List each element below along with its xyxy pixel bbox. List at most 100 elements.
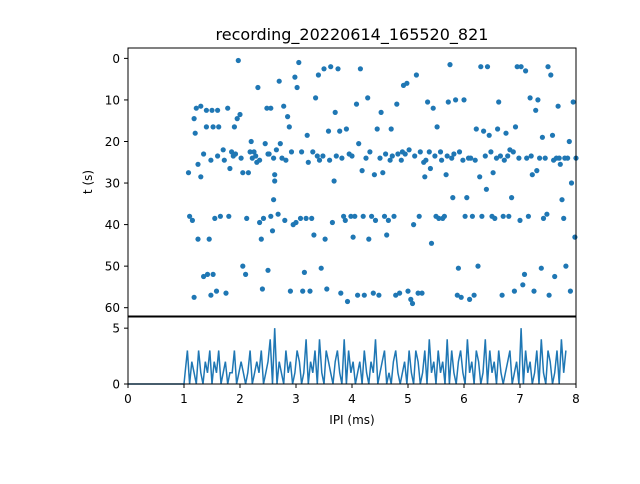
raster-point <box>531 288 537 294</box>
raster-point <box>376 292 382 298</box>
raster-point <box>428 240 435 246</box>
raster-point <box>187 213 193 219</box>
raster-point <box>324 286 330 292</box>
raster-point <box>203 124 209 130</box>
raster-point <box>339 155 345 161</box>
raster-point <box>455 265 461 271</box>
raster-point <box>430 105 436 111</box>
raster-point <box>505 153 511 159</box>
raster-point <box>195 161 201 167</box>
raster-point <box>383 151 389 157</box>
raster-point <box>456 149 463 155</box>
raster-point <box>426 149 432 155</box>
x-tick-label: 5 <box>404 392 412 406</box>
raster-point <box>423 157 429 163</box>
raster-point <box>248 138 254 145</box>
raster-point <box>208 292 214 298</box>
raster-point <box>549 132 556 138</box>
raster-point <box>394 101 400 107</box>
raster-point <box>566 138 572 145</box>
raster-point <box>570 99 576 105</box>
raster-point <box>234 116 240 122</box>
raster-point <box>525 213 532 219</box>
raster-point <box>439 157 445 163</box>
raster-point <box>462 213 468 219</box>
raster-point <box>417 149 423 155</box>
raster-point <box>279 155 285 161</box>
raster-point <box>413 72 419 78</box>
raster-point <box>268 213 274 219</box>
raster-point <box>380 170 386 176</box>
raster-point <box>226 213 232 219</box>
raster-point <box>481 128 487 134</box>
raster-point <box>322 236 328 242</box>
raster-point <box>402 151 408 157</box>
raster-point <box>378 109 384 115</box>
raster-point <box>232 151 239 157</box>
raster-point <box>393 292 399 298</box>
raster-point <box>208 157 214 163</box>
raster-point <box>343 126 349 132</box>
raster-point <box>482 153 488 159</box>
raster-point <box>434 124 440 130</box>
raster-y-tick-label: 40 <box>105 218 120 232</box>
raster-point <box>251 149 257 155</box>
raster-point <box>268 105 274 111</box>
raster-point <box>408 296 414 302</box>
raster-point <box>518 64 524 70</box>
raster-point <box>524 155 530 161</box>
raster-point <box>333 153 339 159</box>
raster-point <box>328 64 334 70</box>
raster-point <box>342 217 348 223</box>
raster-point <box>495 126 501 132</box>
raster-point <box>473 126 479 132</box>
raster-point <box>204 271 211 277</box>
raster-point <box>244 215 250 221</box>
raster-point <box>185 170 192 176</box>
raster-point <box>283 157 289 163</box>
raster-point <box>471 292 477 298</box>
raster-point <box>262 141 268 147</box>
raster-point <box>201 151 207 157</box>
raster-point <box>523 68 529 74</box>
raster-point <box>220 147 226 153</box>
raster-point <box>422 174 428 180</box>
raster-point <box>509 195 515 201</box>
raster-point <box>534 168 540 174</box>
raster-point <box>349 153 355 159</box>
raster-point <box>273 147 279 153</box>
raster-point <box>432 153 438 159</box>
raster-point <box>500 213 506 219</box>
raster-point <box>467 296 473 302</box>
x-tick-label: 8 <box>572 392 580 406</box>
raster-point <box>557 161 563 167</box>
raster-point <box>314 153 320 159</box>
raster-point <box>477 174 483 180</box>
raster-point <box>287 288 293 294</box>
raster-point <box>238 155 244 161</box>
raster-point <box>361 292 367 298</box>
raster-point <box>356 141 362 147</box>
raster-point <box>478 64 484 70</box>
raster-y-tick-label: 50 <box>105 260 120 274</box>
raster-point <box>552 273 558 280</box>
raster-point <box>363 155 369 161</box>
raster-point <box>338 290 344 296</box>
raster-point <box>344 298 351 305</box>
raster-point <box>288 149 295 155</box>
raster-point <box>237 111 243 118</box>
ipi-y-tick-label: 5 <box>112 322 120 336</box>
raster-point <box>193 105 199 111</box>
chart-title: recording_20220614_165520_821 <box>216 25 489 45</box>
raster-point <box>542 155 548 161</box>
raster-point <box>450 195 456 201</box>
raster-point <box>388 126 394 132</box>
raster-point <box>352 213 358 219</box>
raster-point <box>501 157 507 163</box>
raster-point <box>546 292 552 298</box>
raster-point <box>563 263 569 269</box>
raster-point <box>445 99 451 105</box>
raster-point <box>451 151 457 157</box>
raster-point <box>300 288 306 294</box>
